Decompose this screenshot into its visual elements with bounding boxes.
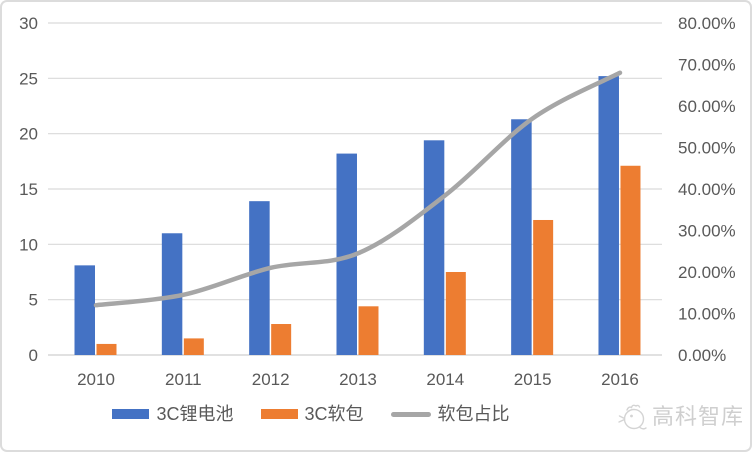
x-axis-tick-label: 2010 xyxy=(77,370,115,389)
bar-2013-3c-pouch xyxy=(358,306,379,355)
legend-swatch-gray-line xyxy=(390,411,431,417)
bar-2015-3c-lithium xyxy=(511,119,532,355)
bar-2016-3c-pouch xyxy=(620,165,641,355)
watermark: 高科智库 xyxy=(614,399,744,435)
pouch-ratio-line xyxy=(93,70,623,308)
chart-legend: 3C锂电池 3C软包 软包占比 xyxy=(0,405,622,423)
x-axis-tick-label: 2013 xyxy=(339,370,377,389)
bar-2014-3c-pouch xyxy=(445,272,466,355)
bar-2012-3c-pouch xyxy=(271,324,292,355)
legend-swatch-blue-bar xyxy=(112,409,150,419)
watermark-text: 高科智库 xyxy=(651,404,744,429)
bar-2015-3c-pouch xyxy=(533,219,554,355)
bar-2014-3c-lithium xyxy=(423,140,445,355)
left-axis-tick-label: 10 xyxy=(19,235,38,254)
legend-label-pouch-ratio: 软包占比 xyxy=(437,404,510,424)
right-axis-tick-label: 80.00% xyxy=(678,14,736,33)
right-axis-tick-label: 20.00% xyxy=(678,263,736,282)
right-axis-tick-label: 60.00% xyxy=(678,97,736,116)
legend-item-pouch-ratio: 软包占比 xyxy=(390,404,510,424)
x-axis-tick-label: 2012 xyxy=(252,370,290,389)
left-axis-tick-label: 5 xyxy=(29,291,38,310)
x-axis-tick-label: 2016 xyxy=(601,370,639,389)
left-axis-tick-label: 15 xyxy=(19,180,38,199)
x-axis-tick-label: 2014 xyxy=(426,370,464,389)
left-axis-tick-label: 20 xyxy=(19,125,38,144)
left-axis-tick-label: 30 xyxy=(19,14,38,33)
bar-2010-3c-lithium xyxy=(74,265,95,355)
legend-item-3c-lithium: 3C锂电池 xyxy=(112,404,234,424)
x-axis-tick-label: 2015 xyxy=(514,370,552,389)
bar-2011-3c-pouch xyxy=(183,338,204,355)
x-axis-tick-label: 2011 xyxy=(165,370,202,389)
right-axis-tick-label: 30.00% xyxy=(678,222,736,241)
left-axis-tick-label: 25 xyxy=(19,69,38,88)
right-axis-tick-label: 40.00% xyxy=(678,180,736,199)
legend-swatch-orange-bar xyxy=(260,409,298,419)
right-axis-tick-label: 10.00% xyxy=(678,305,736,324)
bar-2011-3c-lithium xyxy=(161,233,183,355)
legend-label-3c-pouch: 3C软包 xyxy=(304,404,364,424)
legend-item-3c-pouch: 3C软包 xyxy=(260,404,364,424)
bar-2013-3c-lithium xyxy=(336,153,357,355)
legend-label-3c-lithium: 3C锂电池 xyxy=(156,404,234,424)
left-axis-tick-label: 0 xyxy=(29,346,38,365)
bar-2016-3c-lithium xyxy=(598,76,619,356)
bar-2012-3c-lithium xyxy=(249,201,270,355)
rooster-doodle-icon xyxy=(618,404,647,430)
bar-2010-3c-pouch xyxy=(96,343,117,355)
right-axis-tick-label: 70.00% xyxy=(678,56,736,75)
right-axis-tick-label: 50.00% xyxy=(678,139,736,158)
right-axis-tick-label: 0.00% xyxy=(678,346,726,365)
